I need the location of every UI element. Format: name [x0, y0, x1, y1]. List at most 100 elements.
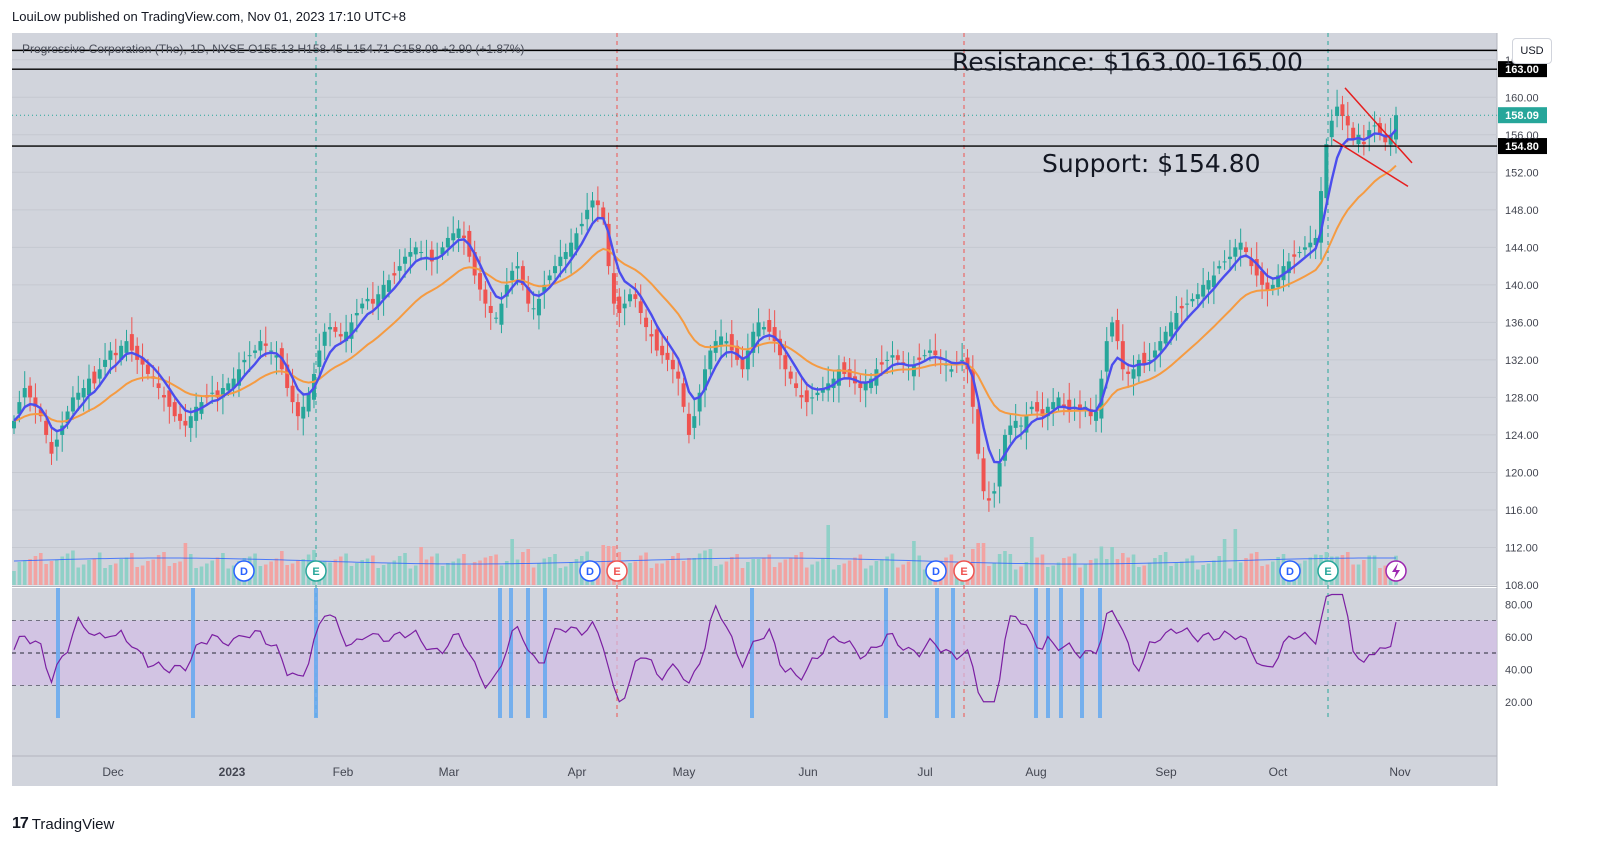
- volume-bar: [76, 567, 81, 585]
- rsi-signal-bar: [750, 588, 754, 718]
- candle-body: [488, 305, 493, 313]
- volume-bar: [515, 559, 520, 585]
- volume-bar: [38, 553, 43, 585]
- candle-body: [654, 329, 659, 351]
- candle-body: [735, 345, 740, 360]
- volume-bar: [1029, 537, 1034, 585]
- candle-body: [1254, 259, 1259, 276]
- volume-bar: [467, 565, 472, 585]
- time-tick-label: Nov: [1389, 765, 1410, 779]
- ema-slow-line: [13, 164, 1397, 423]
- candle-body: [842, 362, 847, 374]
- volume-bar: [1003, 551, 1007, 585]
- candle-body: [563, 252, 568, 260]
- volume-bar: [188, 554, 193, 585]
- volume-bar: [253, 553, 257, 585]
- candle-body: [408, 252, 413, 257]
- volume-bar: [831, 569, 836, 585]
- candle-body: [108, 350, 113, 360]
- volume-bar: [151, 559, 156, 585]
- candle-body: [220, 388, 225, 398]
- volume-bar: [178, 561, 182, 585]
- volume-bar: [778, 562, 782, 585]
- candle-body: [295, 402, 300, 417]
- candle-body: [1238, 242, 1243, 250]
- volume-bar: [601, 545, 606, 585]
- candle-body: [124, 341, 129, 353]
- candle-body: [1115, 320, 1120, 342]
- time-tick-label: Mar: [439, 765, 460, 779]
- candle-body: [628, 294, 633, 302]
- candle-body: [970, 369, 975, 407]
- volume-bar: [1040, 554, 1045, 585]
- volume-bar: [537, 563, 541, 585]
- event-marker-label: E: [1324, 566, 1331, 578]
- candle-body: [810, 397, 815, 399]
- candle-body: [17, 402, 22, 414]
- volume-bar: [901, 564, 905, 585]
- volume-bar: [1094, 558, 1098, 585]
- candle-body: [595, 200, 600, 206]
- publisher-caption: LouiLow published on TradingView.com, No…: [12, 9, 406, 24]
- volume-bar: [547, 557, 552, 585]
- candle-body: [1201, 284, 1206, 297]
- volume-bar: [842, 563, 847, 585]
- volume-bar: [1067, 556, 1072, 585]
- volume-bar: [55, 559, 59, 585]
- volume-bar: [815, 561, 820, 585]
- volume-bar: [767, 554, 772, 585]
- rsi-signal-bar: [314, 588, 318, 718]
- volume-bar: [483, 557, 488, 585]
- volume-bar: [285, 565, 289, 585]
- volume-bar: [1238, 562, 1243, 585]
- volume-bar: [199, 566, 204, 585]
- volume-bar: [1024, 562, 1029, 585]
- volume-bar: [113, 563, 118, 585]
- candle-body: [172, 402, 177, 417]
- volume-bar: [1046, 567, 1050, 585]
- time-tick-label: May: [673, 765, 696, 779]
- volume-bar: [1104, 559, 1109, 585]
- candle-body: [606, 223, 611, 267]
- ohlc-close: C158.09: [392, 42, 439, 56]
- volume-bar: [274, 558, 279, 585]
- candle-body: [188, 416, 193, 428]
- candle-body: [145, 364, 150, 374]
- volume-bar: [408, 568, 413, 585]
- volume-bar: [1313, 554, 1318, 585]
- volume-bar: [890, 553, 895, 585]
- candle-body: [1126, 371, 1131, 374]
- currency-button[interactable]: USD: [1512, 38, 1552, 64]
- volume-bar: [1378, 568, 1382, 585]
- volume-bar: [531, 567, 536, 585]
- volume-bar: [462, 554, 466, 585]
- candle-body: [574, 233, 579, 250]
- volume-bar: [87, 560, 91, 585]
- candle-body: [1340, 104, 1345, 117]
- volume-bar: [1131, 554, 1136, 585]
- volume-bar: [1265, 564, 1270, 585]
- volume-bar: [65, 553, 70, 585]
- candle-body: [285, 364, 290, 389]
- candle-body: [370, 298, 375, 304]
- volume-bar: [472, 562, 477, 585]
- candle-body: [419, 252, 424, 254]
- volume-bar: [440, 566, 445, 585]
- event-marker-circle: [233, 560, 255, 582]
- volume-bar: [355, 563, 359, 585]
- candle-body: [269, 350, 274, 352]
- candle-body: [558, 256, 563, 267]
- volume-bar: [146, 561, 150, 585]
- volume-bar: [478, 560, 482, 585]
- tradingview-logo[interactable]: 17 TradingView: [12, 815, 114, 833]
- candle-body: [92, 371, 97, 384]
- candle-body: [242, 359, 247, 363]
- candle-body: [617, 296, 622, 313]
- volume-bar: [430, 556, 434, 585]
- volume-bar: [1362, 560, 1366, 585]
- candle-body: [429, 249, 434, 262]
- volume-bar: [1351, 564, 1355, 585]
- candle-body: [392, 273, 397, 276]
- candle-body: [1061, 404, 1066, 407]
